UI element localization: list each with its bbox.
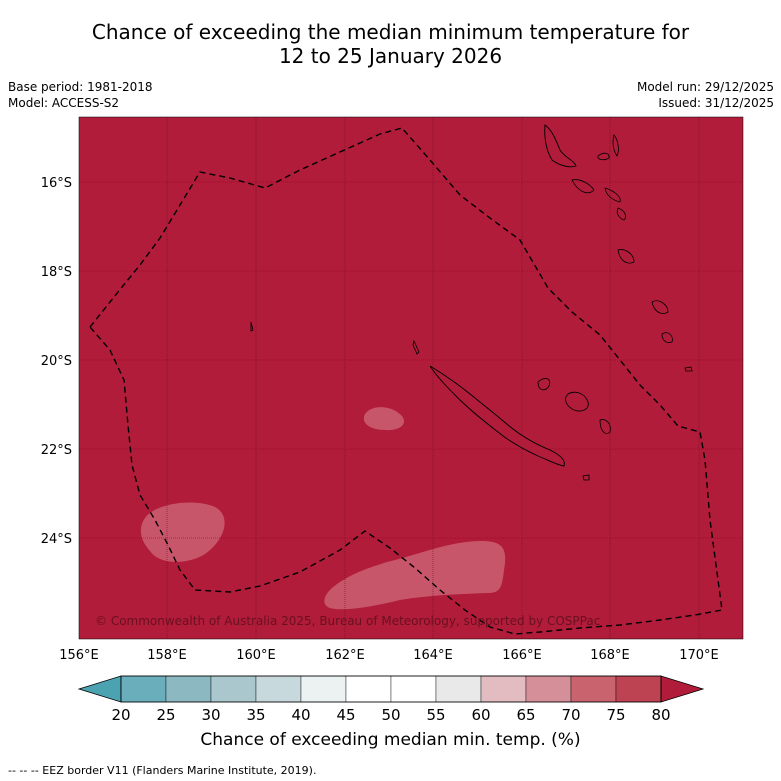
lat-labels: 16°S 18°S 20°S 22°S 24°S — [41, 176, 72, 547]
lon-label-164e: 164°E — [413, 648, 453, 663]
colorbar-segment-65-70 — [525, 675, 572, 703]
lon-label-158e: 158°E — [147, 648, 187, 663]
colorbar-tick-60: 60 — [471, 706, 490, 724]
tanna — [651, 300, 669, 314]
colorbar-tick-30: 30 — [201, 706, 220, 724]
vanuatu-island-1 — [597, 152, 610, 161]
colorbar-ticks: 20 25 30 35 40 45 50 55 60 65 70 75 80 — [111, 706, 670, 724]
belep-islands — [412, 339, 420, 355]
title-line-2: 12 to 25 January 2026 — [278, 44, 503, 68]
title-line-1: Chance of exceeding the median minimum t… — [91, 20, 690, 44]
lon-label-166e: 166°E — [502, 648, 542, 663]
colorbar: 20 25 30 35 40 45 50 55 60 65 70 75 80 — [77, 675, 705, 724]
reef-west — [250, 321, 254, 332]
lat-label-24s: 24°S — [41, 532, 72, 547]
colorbar-tick-80: 80 — [651, 706, 670, 724]
colorbar-segment-75-80 — [615, 675, 662, 703]
efate — [616, 207, 626, 221]
colorbar-tick-20: 20 — [111, 706, 130, 724]
colorbar-segment-20-25 — [120, 675, 167, 703]
colorbar-segment-45-50 — [345, 675, 392, 703]
vanuatu-island-3 — [604, 187, 621, 203]
lon-labels: 156°E 158°E 160°E 162°E 164°E 166°E 168°… — [59, 648, 719, 663]
colorbar-segment-40-45 — [300, 675, 347, 703]
vanuatu-island-2 — [612, 134, 619, 157]
issued-date: Issued: 31/12/2025 — [658, 96, 774, 110]
colorbar-segment-60-65 — [480, 675, 527, 703]
colorbar-segment-50-55 — [390, 675, 437, 703]
patch-west — [140, 502, 225, 562]
lon-label-160e: 160°E — [236, 648, 276, 663]
gridlines — [79, 117, 743, 639]
colorbar-tick-45: 45 — [336, 706, 355, 724]
colorbar-tick-55: 55 — [426, 706, 445, 724]
colorbar-tick-35: 35 — [246, 706, 265, 724]
espiritu-santo — [544, 124, 577, 168]
colorbar-tick-25: 25 — [156, 706, 175, 724]
isle-of-pines — [582, 474, 590, 481]
patch-small — [363, 407, 405, 431]
colorbar-segments — [120, 675, 662, 703]
erromango — [617, 249, 635, 264]
loyalty-island-3 — [599, 419, 611, 434]
lat-label-16s: 16°S — [41, 176, 72, 191]
lat-label-20s: 20°S — [41, 354, 72, 369]
lon-label-170e: 170°E — [679, 648, 719, 663]
patch-south — [324, 540, 506, 610]
new-caledonia-island — [429, 365, 565, 467]
model-run: Model run: 29/12/2025 — [636, 80, 774, 94]
loyalty-island-2 — [565, 391, 589, 412]
colorbar-high-extend — [660, 675, 705, 703]
base-period: Base period: 1981-2018 — [8, 80, 153, 94]
lon-label-168e: 168°E — [590, 648, 630, 663]
lat-label-18s: 18°S — [41, 265, 72, 280]
map-frame — [78, 116, 744, 640]
loyalty-island-1 — [537, 378, 551, 391]
colorbar-tick-40: 40 — [291, 706, 310, 724]
colorbar-segment-70-75 — [570, 675, 617, 703]
copyright-text: © Commonwealth of Australia 2025, Bureau… — [95, 614, 600, 628]
colorbar-frame — [120, 675, 662, 703]
colorbar-segment-55-60 — [435, 675, 482, 703]
model-name: Model: ACCESS-S2 — [8, 96, 120, 110]
colorbar-title: Chance of exceeding median min. temp. (%… — [200, 730, 581, 750]
aneityum — [661, 332, 673, 343]
matthew-island — [684, 366, 693, 372]
lon-label-156e: 156°E — [59, 648, 99, 663]
malekula — [571, 179, 595, 194]
lat-label-22s: 22°S — [41, 443, 72, 458]
colorbar-segment-35-40 — [255, 675, 302, 703]
lon-label-162e: 162°E — [325, 648, 365, 663]
colorbar-segment-25-30 — [165, 675, 212, 703]
colorbar-low-extend — [77, 675, 122, 703]
colorbar-tick-70: 70 — [561, 706, 580, 724]
colorbar-tick-65: 65 — [516, 706, 535, 724]
colorbar-tick-50: 50 — [381, 706, 400, 724]
colorbar-tick-75: 75 — [606, 706, 625, 724]
colorbar-segment-30-35 — [210, 675, 257, 703]
footer-eez-note: -- -- -- EEZ border V11 (Flanders Marine… — [8, 764, 317, 777]
